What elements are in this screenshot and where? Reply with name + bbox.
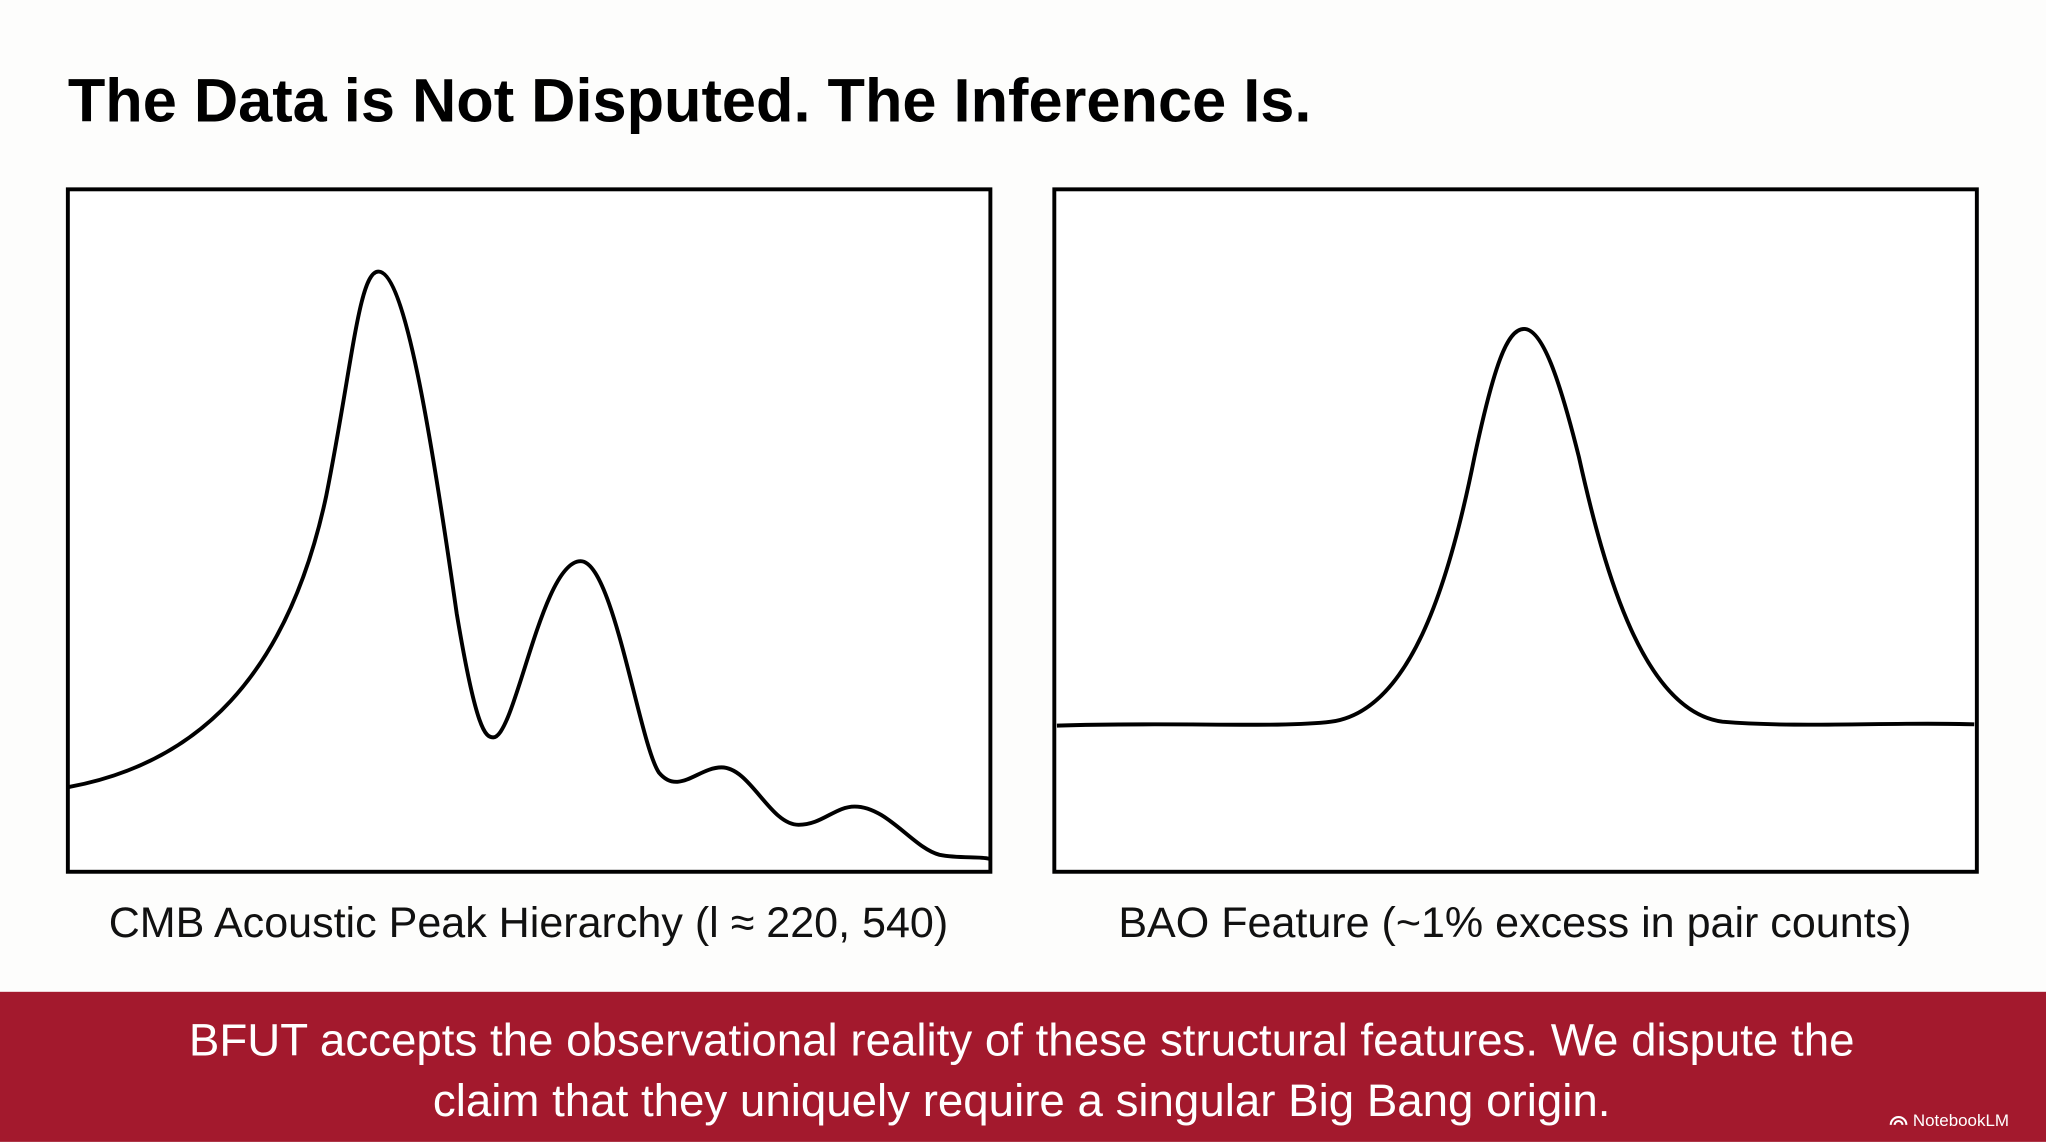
footer-band	[0, 991, 2046, 1142]
footer-line: BFUT accepts the observational reality o…	[189, 1015, 1855, 1066]
panel-frame	[65, 187, 993, 874]
footer-line: claim that they uniquely require a singu…	[433, 1075, 1611, 1126]
watermark-icon	[1889, 1116, 1908, 1126]
bao-curve	[1056, 326, 1975, 728]
cmb-curve	[68, 269, 990, 861]
panel-frame	[1052, 187, 1979, 874]
panel-caption: CMB Acoustic Peak Hierarchy (l ≈ 220, 54…	[109, 899, 948, 947]
watermark: NotebookLM	[1913, 1111, 2009, 1130]
title: The Data is Not Disputed. The Inference …	[68, 65, 1312, 134]
panel-caption: BAO Feature (~1% excess in pair counts)	[1118, 899, 1911, 947]
